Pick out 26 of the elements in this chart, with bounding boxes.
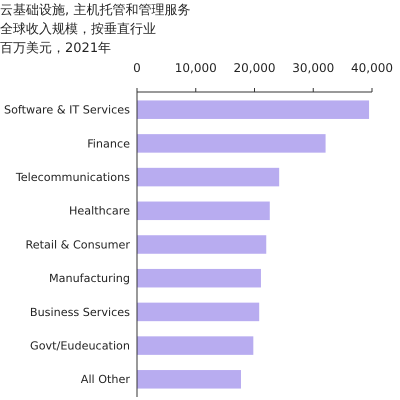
x-tick-label: 30,000 <box>292 61 334 75</box>
y-tick-label: Finance <box>87 137 130 150</box>
chart-title: 云基础设施, 主机托管和管理服务 <box>0 2 190 18</box>
x-tick-label: 40,000 <box>351 61 393 75</box>
y-tick-label: Retail & Consumer <box>26 238 130 252</box>
bar <box>137 268 261 288</box>
x-tick-label: 0 <box>133 61 141 75</box>
y-tick-label: Business Services <box>30 306 130 319</box>
bar <box>137 202 270 220</box>
bar <box>137 100 370 119</box>
bar <box>137 302 260 322</box>
y-tick-label: Telecommunications <box>14 171 130 184</box>
bar <box>137 235 266 254</box>
x-axis-title: 百万美元，2021年 <box>0 40 112 56</box>
y-tick-label: Healthcare <box>69 204 130 218</box>
y-tick-label: Manufacturing <box>48 272 130 286</box>
x-tick-label: 20,000 <box>234 61 276 75</box>
x-tick-label: 10,000 <box>174 61 217 75</box>
bar <box>137 336 254 355</box>
bar <box>137 134 326 153</box>
bar <box>137 370 241 389</box>
y-tick-label: All Other <box>80 373 130 386</box>
y-tick-label: Govt/Eudeucation <box>30 340 130 353</box>
chart-subtitle: 全球收入规模，按垂直行业 <box>0 22 156 37</box>
bar <box>137 168 280 186</box>
y-tick-label: Software & IT Services <box>4 104 130 117</box>
